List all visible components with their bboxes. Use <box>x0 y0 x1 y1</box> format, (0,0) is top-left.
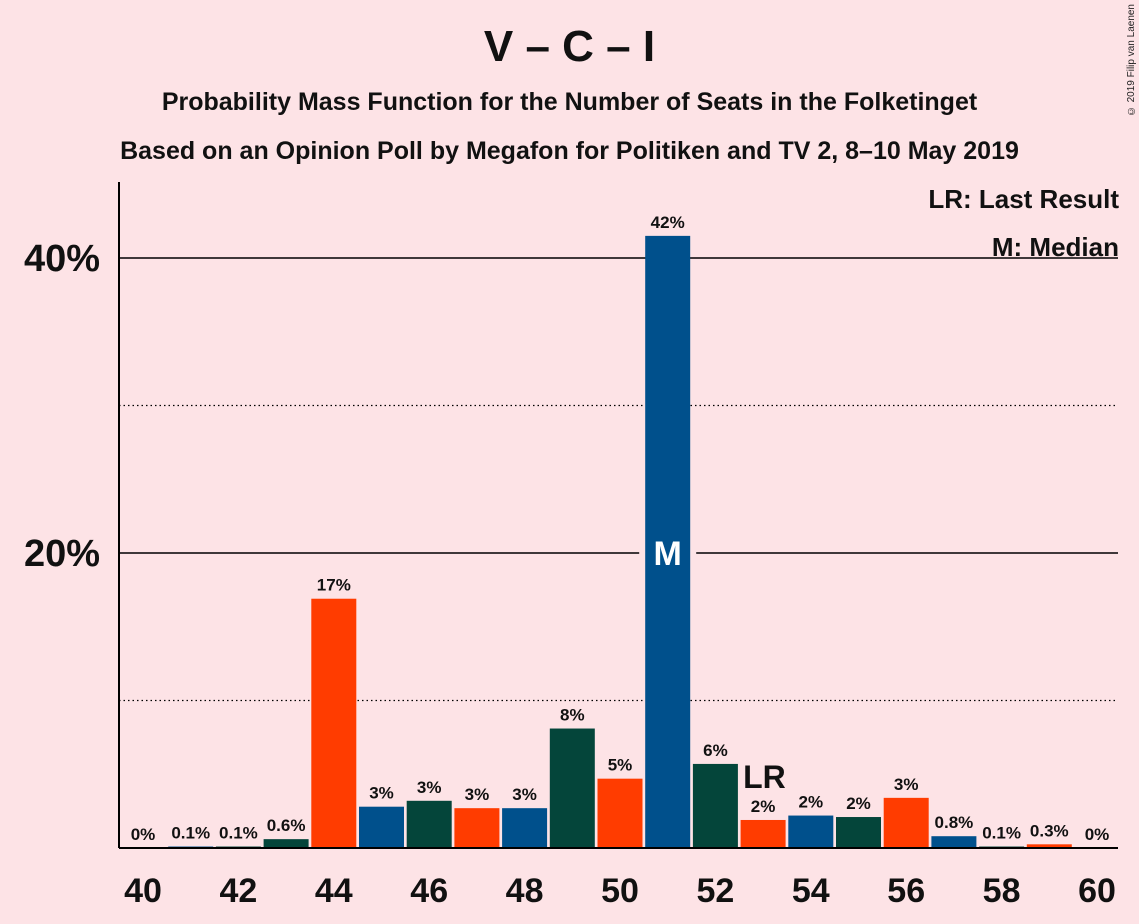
bar-45 <box>359 806 404 848</box>
bar-label-41: 0.1% <box>171 824 210 843</box>
legend-last-result: LR: Last Result <box>928 184 1119 214</box>
bar-label-53: 2% <box>751 797 776 816</box>
chart-subtitle-2: Based on an Opinion Poll by Megafon for … <box>120 137 1019 165</box>
bar-label-48: 3% <box>512 785 537 804</box>
bar-label-49: 8% <box>560 706 585 725</box>
bar-48 <box>502 808 548 848</box>
bar-label-51: 42% <box>651 213 685 232</box>
bar-57 <box>931 836 977 848</box>
x-tick-label: 52 <box>696 872 734 910</box>
bar-label-47: 3% <box>465 785 490 804</box>
chart-subtitle-1: Probability Mass Function for the Number… <box>161 88 978 116</box>
bar-44 <box>311 598 357 848</box>
x-tick-label: 54 <box>792 872 830 910</box>
bar-label-46: 3% <box>417 778 442 797</box>
bar-label-43: 0.6% <box>267 816 306 835</box>
x-tick-label: 46 <box>410 872 448 910</box>
x-tick-label: 56 <box>887 872 925 910</box>
median-marker: M <box>654 535 682 573</box>
bar-43 <box>263 839 309 848</box>
bar-label-57: 0.8% <box>935 813 974 832</box>
bar-label-40: 0% <box>131 825 156 844</box>
bar-55 <box>836 817 881 848</box>
x-tick-label: 48 <box>506 872 544 910</box>
bar-label-44: 17% <box>317 576 351 595</box>
bar-label-60: 0% <box>1085 825 1110 844</box>
x-tick-label: 58 <box>983 872 1021 910</box>
bar-47 <box>454 808 500 848</box>
bar-53 <box>740 819 786 848</box>
bar-label-45: 3% <box>369 784 394 803</box>
x-tick-label: 50 <box>601 872 639 910</box>
median-bar-segment <box>645 533 691 573</box>
bar-label-42: 0.1% <box>219 824 258 843</box>
y-tick-label: 40% <box>24 238 100 280</box>
x-tick-label: 44 <box>315 872 353 910</box>
bar-56 <box>883 797 929 848</box>
x-tick-label: 60 <box>1078 872 1116 910</box>
bar-46 <box>406 800 452 848</box>
bar-label-54: 2% <box>799 793 824 812</box>
bar-59 <box>1026 844 1072 848</box>
legend-median: M: Median <box>991 232 1119 262</box>
bar-label-58: 0.1% <box>982 824 1021 843</box>
bar-label-52: 6% <box>703 741 728 760</box>
x-tick-label: 42 <box>219 872 257 910</box>
bar-52 <box>692 763 738 848</box>
last-result-marker: LR <box>743 759 786 795</box>
bar-label-59: 0.3% <box>1030 821 1069 840</box>
bar-49 <box>549 728 595 848</box>
y-tick-label: 20% <box>24 533 100 575</box>
bar-label-55: 2% <box>846 794 871 813</box>
bar-50 <box>597 778 643 848</box>
x-tick-label: 40 <box>124 872 162 910</box>
chart-title: V – C – I <box>483 22 656 71</box>
bar-label-50: 5% <box>608 756 633 775</box>
bar-54 <box>788 815 834 848</box>
bar-label-56: 3% <box>894 775 919 794</box>
